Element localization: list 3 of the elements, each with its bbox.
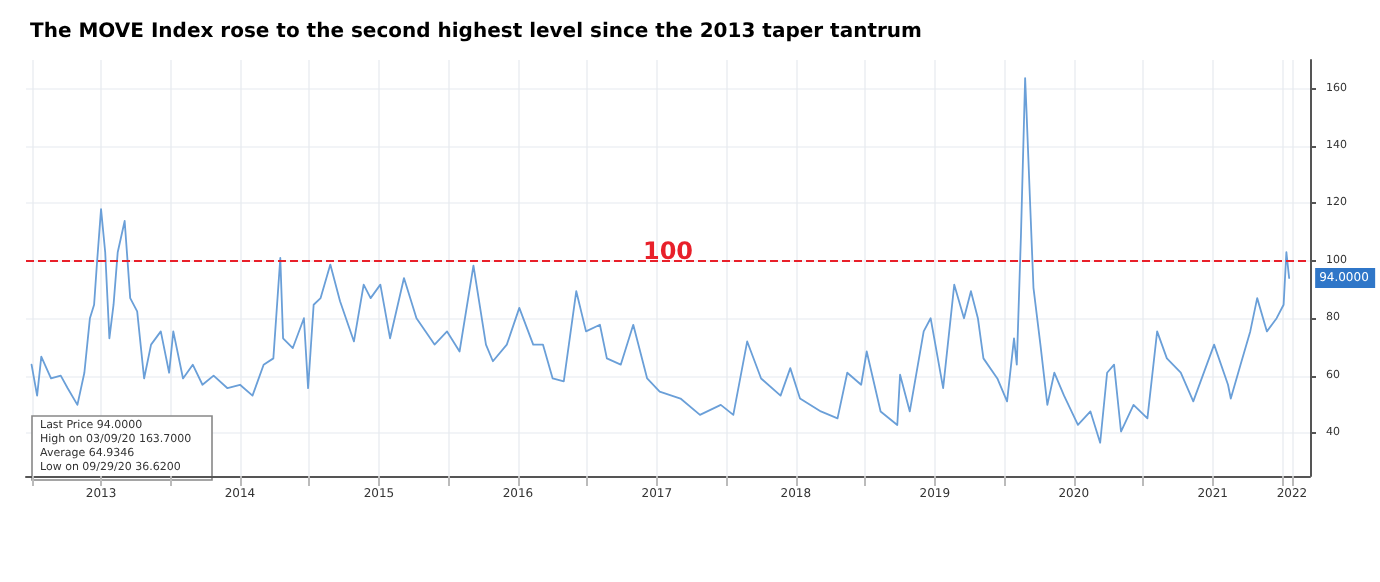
chart-title: The MOVE Index rose to the second highest level since the 2013 taper tantrum <box>30 21 922 43</box>
ref-line-label: 100 <box>642 236 694 265</box>
line-series <box>30 77 1291 444</box>
